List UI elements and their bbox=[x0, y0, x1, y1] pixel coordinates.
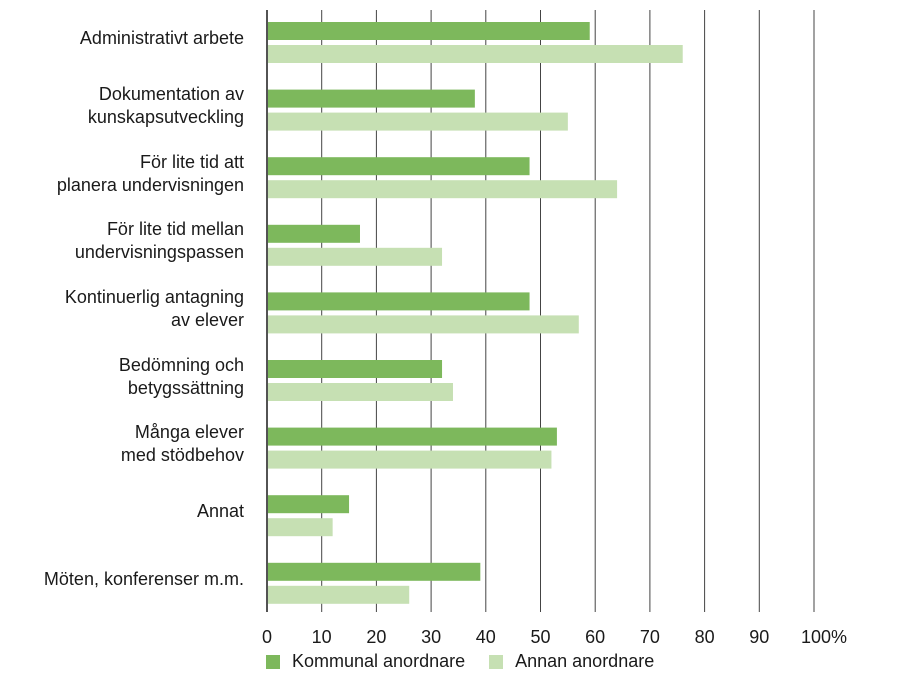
legend: Kommunal anordnare Annan anordnare bbox=[266, 651, 678, 672]
category-label: Många elever med stödbehov bbox=[120, 422, 244, 466]
x-tick-label: 50 bbox=[530, 627, 551, 647]
bar bbox=[268, 383, 453, 401]
x-tick-label: 70 bbox=[639, 627, 660, 647]
category-label: Administrativt arbete bbox=[79, 28, 244, 48]
category-label: Dokumentation av kunskapsutveckling bbox=[87, 84, 244, 128]
bar bbox=[268, 360, 443, 378]
legend-swatch-annan bbox=[489, 654, 504, 669]
bar bbox=[268, 292, 530, 311]
bar bbox=[268, 180, 618, 199]
bar bbox=[268, 495, 350, 514]
legend-swatch-kommunal bbox=[266, 654, 280, 669]
category-label: För lite tid att planera undervisningen bbox=[56, 151, 244, 195]
category-label: Annat bbox=[196, 501, 244, 522]
x-tick-label: 60 bbox=[585, 627, 606, 647]
x-tick-label: 100% bbox=[800, 627, 848, 647]
category-label: Bedömning och betygssättning bbox=[118, 354, 244, 398]
x-tick-label: 20 bbox=[366, 627, 387, 647]
category-label: Kontinuerlig antagning av elever bbox=[64, 286, 244, 330]
x-tick-label: 30 bbox=[421, 627, 442, 647]
bar bbox=[268, 450, 552, 469]
bar bbox=[268, 518, 333, 537]
legend-item-kommunal: Kommunal anordnare bbox=[266, 651, 465, 672]
bar bbox=[268, 45, 683, 63]
category-label: Möten, konferenser m.m. bbox=[43, 568, 244, 589]
bar bbox=[268, 315, 579, 334]
bar bbox=[268, 112, 568, 131]
bar bbox=[268, 427, 557, 446]
x-tick-label: 0 bbox=[261, 627, 273, 647]
bar bbox=[268, 247, 443, 266]
bar bbox=[268, 224, 360, 243]
x-tick-label: 90 bbox=[749, 627, 770, 647]
category-label: För lite tid mellan undervisningspassen bbox=[74, 219, 244, 263]
bar bbox=[268, 585, 410, 604]
bar bbox=[268, 157, 530, 176]
x-tick-label: 10 bbox=[311, 627, 332, 647]
bar bbox=[268, 89, 475, 108]
legend-label-kommunal: Kommunal anordnare bbox=[292, 651, 466, 671]
legend-label-annan: Annan anordnare bbox=[515, 651, 655, 671]
bar bbox=[268, 562, 481, 581]
bar bbox=[268, 22, 590, 40]
x-tick-label: 80 bbox=[694, 627, 715, 647]
legend-item-annan: Annan anordnare bbox=[489, 651, 654, 672]
x-tick-label: 40 bbox=[475, 627, 496, 647]
